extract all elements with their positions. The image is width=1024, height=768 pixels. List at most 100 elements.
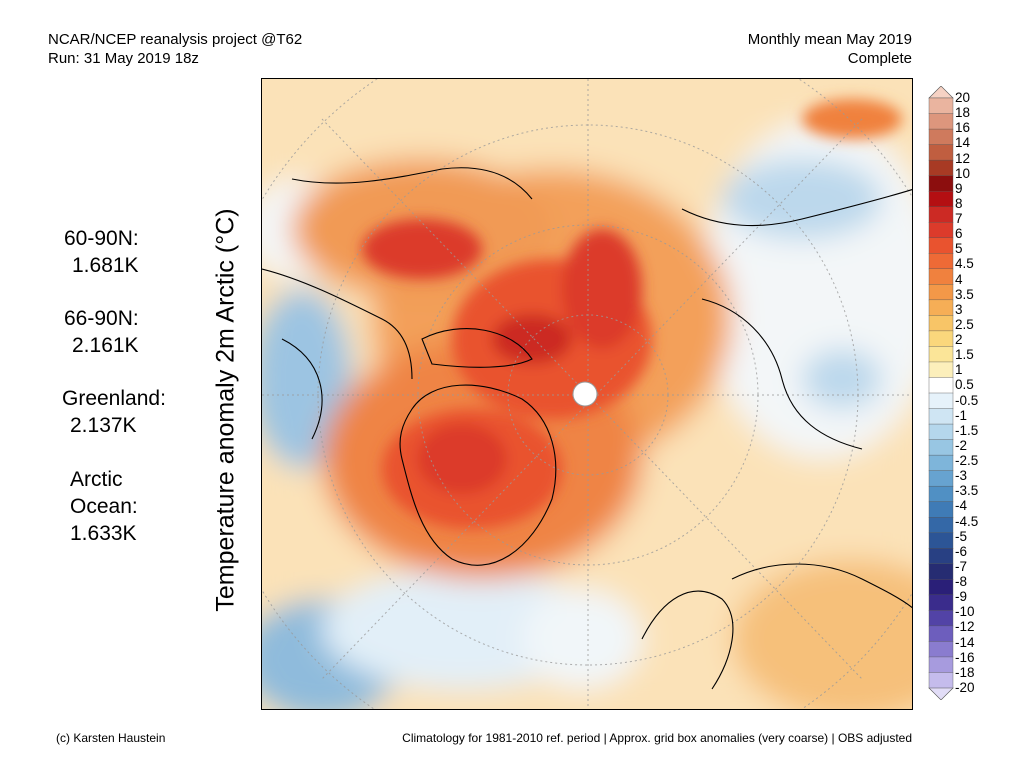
pole-marker bbox=[572, 381, 598, 407]
colorbar-swatch bbox=[928, 408, 954, 425]
colorbar-tick-label: 2 bbox=[955, 332, 963, 348]
colorbar-tick-label: 3.5 bbox=[955, 286, 974, 302]
colorbar-swatch bbox=[928, 315, 954, 332]
colorbar-swatch bbox=[928, 144, 954, 161]
colorbar-swatch bbox=[928, 377, 954, 394]
colorbar-tick-label: 8 bbox=[955, 195, 963, 211]
colorbar-tick-label: -2.5 bbox=[955, 453, 979, 469]
colorbar-swatch bbox=[928, 222, 954, 239]
colorbar-tick-label: -16 bbox=[955, 649, 975, 665]
colorbar-swatch bbox=[928, 175, 954, 192]
colorbar-tick-label: 18 bbox=[955, 105, 971, 121]
run-date: Run: 31 May 2019 18z bbox=[48, 50, 199, 67]
colorbar-swatch bbox=[928, 610, 954, 627]
colorbar-swatch bbox=[928, 206, 954, 223]
colorbar-swatch bbox=[928, 439, 954, 456]
colorbar-tick-label: -18 bbox=[955, 664, 975, 680]
colorbar-swatch bbox=[928, 113, 954, 130]
stat-label: Greenland: bbox=[62, 387, 166, 410]
colorbar-swatch bbox=[928, 392, 954, 410]
model-title: NCAR/NCEP reanalysis project @T62 bbox=[48, 31, 303, 48]
colorbar-swatch bbox=[928, 128, 954, 146]
colorbar-swatch bbox=[928, 97, 954, 115]
stat-value: 2.137K bbox=[70, 414, 137, 437]
colorbar-tick-label: 4.5 bbox=[955, 256, 974, 272]
colorbar-tick-label: -5 bbox=[955, 528, 968, 544]
completeness-status: Complete bbox=[847, 50, 912, 67]
colorbar-swatch bbox=[928, 330, 954, 347]
colorbar-swatch bbox=[928, 594, 954, 611]
colorbar-tick-label: -4 bbox=[955, 498, 968, 514]
colorbar-tick-label: 5 bbox=[955, 241, 963, 257]
colorbar-top-arrow bbox=[928, 86, 954, 99]
colorbar-swatch bbox=[928, 423, 954, 441]
colorbar-tick-label: -1 bbox=[955, 407, 968, 423]
colorbar-tick-label: 2.5 bbox=[955, 316, 974, 332]
colorbar-swatch bbox=[928, 672, 954, 689]
stat-label: Ocean: bbox=[70, 495, 138, 518]
stat-60-90n: 60-90N: 1.681K bbox=[64, 225, 139, 279]
colorbar-swatch bbox=[928, 579, 954, 596]
colorbar-tick-label: 9 bbox=[955, 180, 963, 196]
colorbar-swatch bbox=[928, 641, 954, 658]
colorbar-tick-label: -12 bbox=[955, 619, 975, 635]
colorbar-swatch bbox=[928, 532, 954, 549]
header-right: Monthly mean May 2019 Complete bbox=[748, 30, 912, 68]
colorbar-swatch bbox=[928, 190, 954, 208]
colorbar-swatch bbox=[928, 159, 954, 177]
colorbar-tick-label: 3 bbox=[955, 301, 963, 317]
colorbar-swatch bbox=[928, 237, 954, 254]
colorbar-tick-label: 10 bbox=[955, 165, 971, 181]
colorbar-swatch bbox=[928, 563, 954, 580]
colorbar-swatch bbox=[928, 361, 954, 378]
stat-greenland: Greenland: 2.137K bbox=[62, 385, 166, 439]
map-canvas bbox=[262, 79, 912, 709]
colorbar-tick-label: -4.5 bbox=[955, 513, 979, 529]
colorbar-tick-label: -7 bbox=[955, 558, 968, 574]
stat-label: 66-90N: bbox=[64, 307, 139, 330]
stat-label: 60-90N: bbox=[64, 227, 139, 250]
colorbar-bottom-arrow bbox=[928, 687, 954, 700]
colorbar-swatch bbox=[928, 268, 954, 285]
colorbar bbox=[928, 86, 954, 700]
colorbar-swatch bbox=[928, 517, 954, 534]
colorbar-tick-label: 12 bbox=[955, 150, 971, 166]
header-left: NCAR/NCEP reanalysis project @T62 Run: 3… bbox=[48, 30, 302, 68]
colorbar-tick-label: -14 bbox=[955, 634, 975, 650]
colorbar-tick-label: 20 bbox=[955, 90, 971, 105]
colorbar-swatch bbox=[928, 656, 954, 673]
colorbar-tick-label: 1.5 bbox=[955, 347, 974, 363]
colorbar-tick-label: -9 bbox=[955, 589, 968, 605]
stat-value: 2.161K bbox=[72, 334, 139, 357]
colorbar-tick-label: 16 bbox=[955, 120, 971, 136]
climatology-note: Climatology for 1981-2010 ref. period | … bbox=[402, 731, 912, 745]
colorbar-swatch bbox=[928, 454, 954, 472]
colorbar-swatch bbox=[928, 346, 954, 363]
colorbar-tick-label: -8 bbox=[955, 574, 968, 590]
colorbar-swatch bbox=[928, 548, 954, 565]
colorbar-tick-label: 0.5 bbox=[955, 377, 974, 393]
colorbar-tick-label: -10 bbox=[955, 604, 975, 620]
colorbar-tick-label: 1 bbox=[955, 362, 963, 378]
colorbar-tick-label: 4 bbox=[955, 271, 963, 287]
colorbar-swatch bbox=[928, 485, 954, 503]
colorbar-swatch bbox=[928, 299, 954, 316]
y-axis-title: Temperature anomaly 2m Arctic (°C) bbox=[211, 208, 240, 612]
period-title: Monthly mean May 2019 bbox=[747, 31, 912, 48]
colorbar-tick-label: -2 bbox=[955, 437, 968, 453]
colorbar-tick-label: 7 bbox=[955, 211, 963, 227]
stat-value: 1.633K bbox=[70, 522, 137, 545]
colorbar-tick-label: -3 bbox=[955, 468, 968, 484]
colorbar-tick-label: -3.5 bbox=[955, 483, 979, 499]
colorbar-swatch bbox=[928, 253, 954, 270]
colorbar-swatch bbox=[928, 470, 954, 487]
colorbar-swatch bbox=[928, 284, 954, 301]
colorbar-tick-label: -6 bbox=[955, 543, 968, 559]
copyright: (c) Karsten Haustein bbox=[56, 731, 166, 745]
colorbar-tick-label: -0.5 bbox=[955, 392, 979, 408]
colorbar-tick-label: 14 bbox=[955, 135, 971, 151]
colorbar-swatch bbox=[928, 625, 954, 642]
colorbar-tick-label: -20 bbox=[955, 680, 975, 695]
colorbar-swatch bbox=[928, 501, 954, 518]
stat-66-90n: 66-90N: 2.161K bbox=[64, 305, 139, 359]
